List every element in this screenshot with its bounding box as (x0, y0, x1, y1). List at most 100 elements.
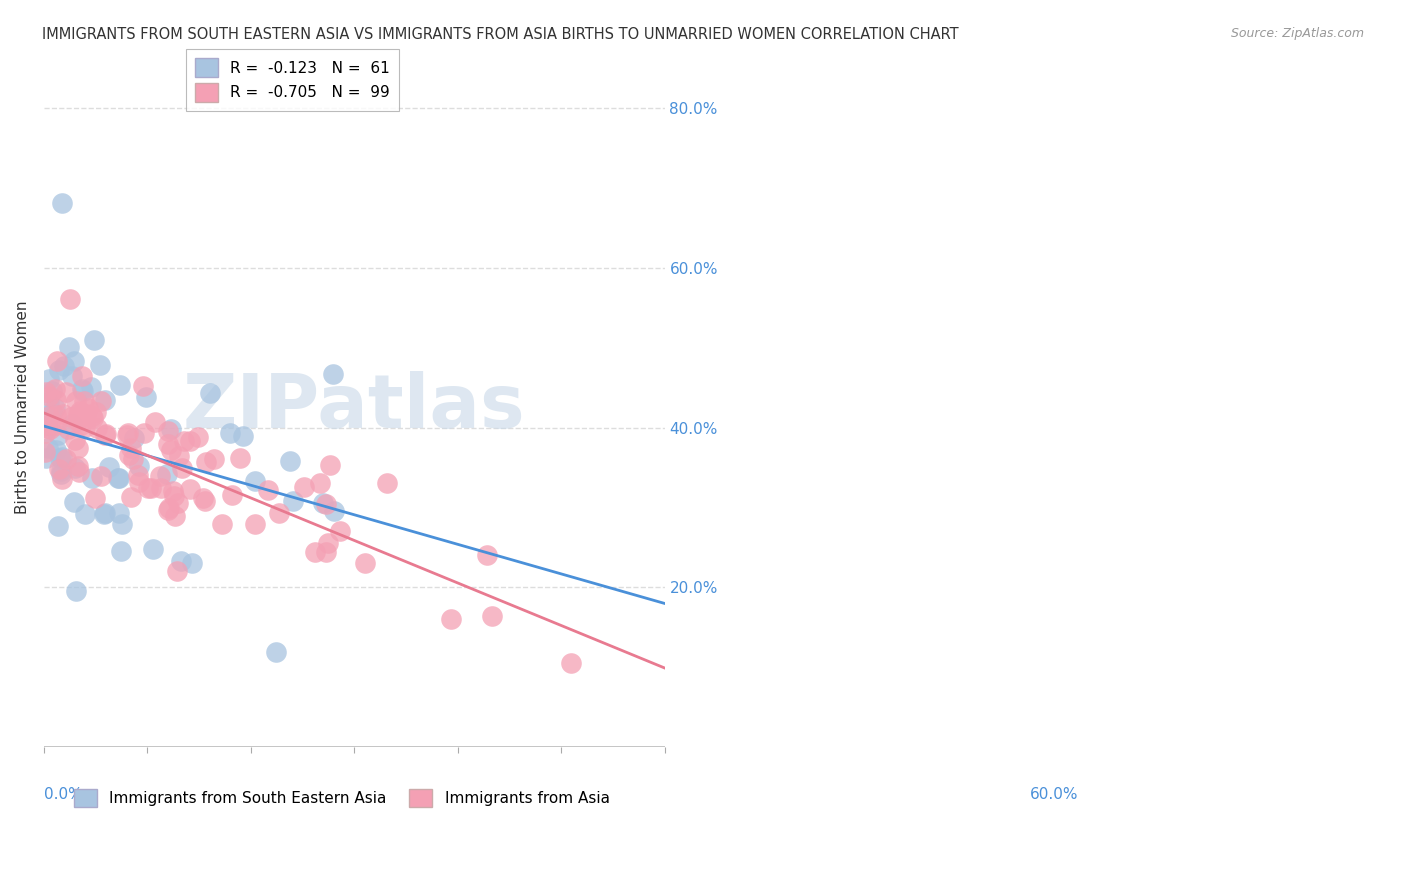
Point (128, 459, 150, 474)
Point (194, 493, 217, 508)
Point (44, 382, 66, 396)
Point (41, 384, 63, 398)
Point (66, 458, 89, 473)
Point (62, 368, 84, 383)
Point (90, 394, 112, 409)
Point (52, 359, 75, 373)
Point (243, 474, 266, 488)
Point (440, 611, 463, 625)
Point (309, 475, 332, 490)
Point (267, 506, 290, 520)
Legend: Immigrants from South Eastern Asia, Immigrants from Asia: Immigrants from South Eastern Asia, Immi… (67, 783, 616, 814)
Point (58, 340, 80, 354)
Point (139, 481, 162, 495)
Text: IMMIGRANTS FROM SOUTH EASTERN ASIA VS IMMIGRANTS FROM ASIA BIRTHS TO UNMARRIED W: IMMIGRANTS FROM SOUTH EASTERN ASIA VS IM… (42, 27, 959, 42)
Point (34, 425, 56, 440)
Point (48, 462, 70, 476)
Point (315, 545, 337, 559)
Point (94, 506, 117, 520)
Point (481, 608, 503, 623)
Point (292, 480, 315, 494)
Point (315, 497, 337, 511)
Point (38, 395, 60, 409)
Point (73, 508, 96, 522)
Point (73, 394, 96, 409)
Text: Source: ZipAtlas.com: Source: ZipAtlas.com (1230, 27, 1364, 40)
Point (46, 428, 69, 442)
Point (49, 450, 72, 465)
Point (48, 363, 70, 377)
Point (191, 491, 214, 506)
Point (73, 419, 96, 434)
Point (72, 384, 94, 398)
Point (111, 516, 134, 531)
Point (108, 506, 131, 520)
Point (180, 556, 202, 570)
Point (65, 584, 87, 599)
Point (82, 411, 104, 425)
Text: 60.0%: 60.0% (1029, 788, 1078, 802)
Point (49, 467, 72, 482)
Point (51, 450, 73, 464)
Point (84, 404, 107, 418)
Point (304, 545, 326, 559)
Point (75, 407, 97, 421)
Point (319, 458, 342, 472)
Point (120, 441, 142, 455)
Point (278, 454, 301, 468)
Point (46, 518, 69, 533)
Point (173, 434, 195, 448)
Point (143, 416, 166, 430)
Point (93, 507, 115, 521)
Point (37, 441, 59, 455)
Point (142, 541, 165, 556)
Point (354, 556, 377, 570)
Point (52, 407, 75, 421)
Point (232, 429, 254, 443)
Point (67, 465, 90, 479)
Point (322, 503, 344, 517)
Point (167, 449, 190, 463)
Point (120, 490, 142, 504)
Point (70, 418, 93, 433)
Point (35, 384, 58, 399)
Point (67, 412, 90, 426)
Point (160, 442, 183, 457)
Point (172, 461, 194, 475)
Point (187, 430, 209, 444)
Point (229, 450, 252, 465)
Point (160, 422, 183, 436)
Point (107, 471, 129, 485)
Point (46, 354, 69, 368)
Text: ZIPatlas: ZIPatlas (183, 371, 526, 444)
Point (475, 548, 498, 562)
Point (221, 488, 243, 502)
Point (149, 468, 172, 483)
Point (375, 476, 398, 491)
Point (44, 401, 66, 416)
Point (135, 390, 157, 404)
Point (157, 501, 180, 516)
Point (55, 452, 77, 467)
Point (60, 417, 83, 432)
Point (69, 404, 91, 418)
Point (67, 414, 90, 428)
Point (90, 468, 112, 483)
Point (156, 467, 179, 481)
Point (34, 451, 56, 466)
Point (58, 293, 80, 307)
Point (157, 437, 180, 451)
Point (39, 421, 62, 435)
Point (163, 508, 186, 523)
Point (63, 495, 86, 509)
Point (37, 421, 59, 435)
Point (80, 409, 103, 423)
Point (98, 459, 121, 474)
Point (66, 442, 89, 456)
Point (63, 354, 86, 368)
Point (157, 424, 180, 438)
Point (45, 409, 67, 423)
Point (35, 418, 58, 433)
Point (63, 461, 86, 475)
Point (38, 372, 60, 386)
